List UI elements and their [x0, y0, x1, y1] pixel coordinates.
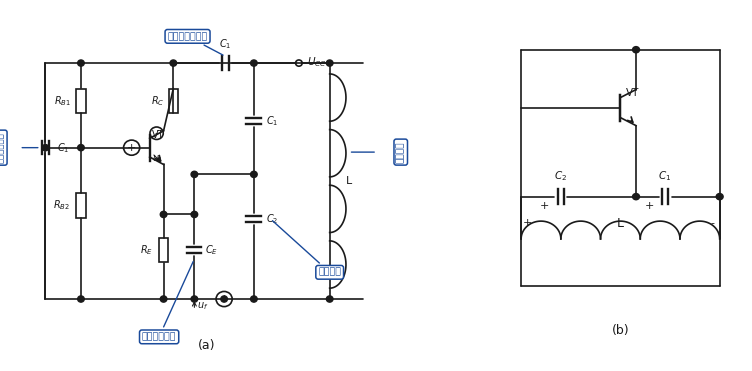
Text: (a): (a)	[198, 339, 215, 352]
Circle shape	[716, 194, 723, 200]
Text: -: -	[155, 128, 159, 138]
Circle shape	[77, 296, 84, 302]
Text: +: +	[540, 201, 550, 211]
Circle shape	[191, 296, 198, 302]
Text: $C_1$: $C_1$	[57, 141, 70, 155]
Text: $C_2$: $C_2$	[265, 212, 278, 226]
Text: 集电极耦合电容: 集电极耦合电容	[168, 32, 223, 55]
Circle shape	[221, 296, 227, 302]
Text: $u_i$: $u_i$	[152, 153, 162, 165]
Text: L: L	[346, 176, 353, 186]
Text: +: +	[220, 294, 229, 304]
Text: $u_f$: $u_f$	[197, 301, 208, 312]
Circle shape	[77, 145, 84, 151]
Text: $C_1$: $C_1$	[265, 114, 278, 128]
Text: VT: VT	[626, 88, 640, 98]
Text: $R_E$: $R_E$	[141, 243, 153, 257]
Bar	[168, 89, 178, 113]
Text: +: +	[127, 143, 136, 152]
Text: (b): (b)	[611, 324, 629, 337]
Circle shape	[170, 60, 177, 66]
Circle shape	[250, 171, 257, 177]
Circle shape	[191, 171, 198, 177]
Text: $R_C$: $R_C$	[151, 94, 165, 108]
Circle shape	[632, 47, 639, 53]
Text: -: -	[710, 219, 714, 228]
Text: $R_{B2}$: $R_{B2}$	[53, 198, 69, 213]
Circle shape	[42, 145, 49, 151]
Circle shape	[191, 211, 198, 217]
Text: 反馈电容: 反馈电容	[272, 221, 341, 277]
Circle shape	[250, 60, 257, 66]
Text: $R_{B1}$: $R_{B1}$	[54, 94, 71, 108]
Circle shape	[250, 296, 257, 302]
Text: +: +	[523, 219, 532, 228]
Bar	[159, 238, 168, 262]
Text: $C_1$: $C_1$	[659, 170, 672, 183]
Text: L: L	[617, 217, 624, 230]
Circle shape	[160, 211, 167, 217]
Text: $C_2$: $C_2$	[554, 170, 568, 183]
Circle shape	[160, 296, 167, 302]
Text: 选频网络: 选频网络	[396, 141, 405, 163]
Text: +: +	[644, 201, 654, 211]
Circle shape	[77, 60, 84, 66]
Text: VT: VT	[152, 129, 165, 139]
Text: 基级耦合电容: 基级耦合电容	[0, 132, 5, 163]
Circle shape	[326, 60, 333, 66]
Text: 射极旁路电容: 射极旁路电容	[142, 262, 193, 341]
Text: $C_1$: $C_1$	[220, 37, 232, 50]
Text: $U_{CC}$: $U_{CC}$	[308, 55, 327, 69]
Circle shape	[632, 194, 639, 200]
Bar	[76, 89, 86, 113]
Text: $C_E$: $C_E$	[205, 243, 218, 257]
Bar	[76, 193, 86, 218]
Circle shape	[326, 296, 333, 302]
